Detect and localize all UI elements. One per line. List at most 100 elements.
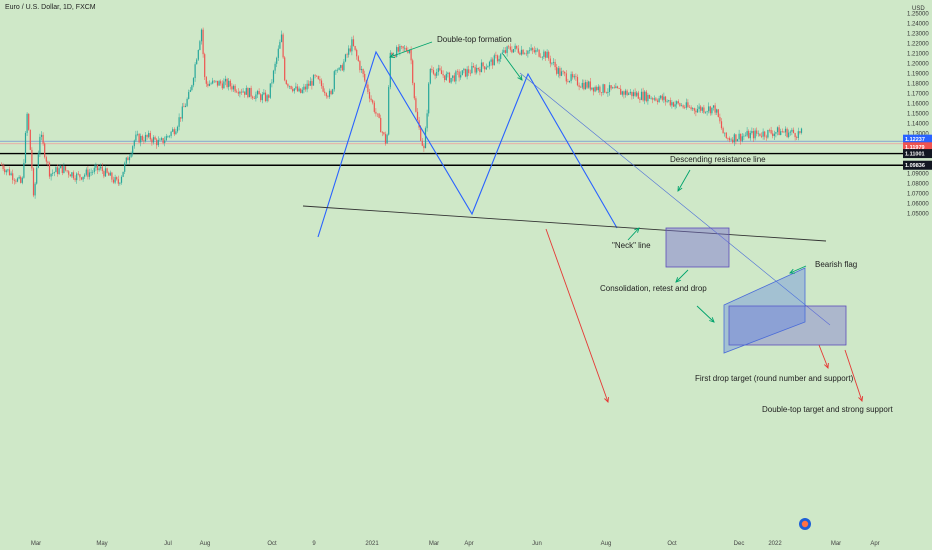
y-tick-label-11: 1.14000 xyxy=(907,122,929,128)
candle-body xyxy=(50,173,52,177)
candle-body xyxy=(85,169,87,175)
candle-body xyxy=(288,85,291,87)
candle-body xyxy=(114,177,116,183)
candle-body xyxy=(271,82,273,84)
candle-body xyxy=(517,48,519,53)
candle-body xyxy=(404,47,406,49)
candle-body xyxy=(575,76,577,78)
candle-body xyxy=(720,121,723,129)
candle-body xyxy=(605,92,607,94)
candle-body xyxy=(444,75,446,81)
arrow-consolidation-2-head xyxy=(709,317,715,323)
neck-line xyxy=(302,205,827,242)
arrow-double-top-2 xyxy=(502,53,523,81)
candle-body xyxy=(55,167,57,173)
candle-body xyxy=(300,88,302,93)
candle-body xyxy=(636,92,638,96)
candle-body xyxy=(541,56,543,58)
candle-body xyxy=(140,135,142,143)
annotation-1: Descending resistance line xyxy=(670,155,766,164)
candle-body xyxy=(21,177,23,183)
candle-body xyxy=(324,91,326,94)
candle-body xyxy=(362,69,364,74)
candle-body xyxy=(637,92,639,99)
candle-body xyxy=(533,50,535,53)
y-tick-label-15: 1.08000 xyxy=(907,182,929,188)
candle-body xyxy=(175,131,177,135)
arrow-bearish-flag xyxy=(789,265,807,274)
candle-body xyxy=(296,86,299,92)
candle-body xyxy=(704,111,707,113)
candle-body xyxy=(738,133,740,140)
candle-body xyxy=(276,57,278,64)
candle-body xyxy=(344,54,347,62)
candle-body xyxy=(95,165,97,168)
candle-body xyxy=(760,135,763,137)
candle-body xyxy=(167,136,169,137)
candle-body xyxy=(215,80,217,82)
candle-body xyxy=(596,87,598,91)
candle-body xyxy=(52,172,54,174)
candle-body xyxy=(308,83,310,86)
candle-body xyxy=(117,179,119,184)
candle-body xyxy=(485,67,487,70)
candle-body xyxy=(554,61,556,68)
x-tick-label-12: Dec xyxy=(734,541,745,547)
candle-body xyxy=(66,170,68,172)
candle-body xyxy=(794,133,796,138)
candle-body xyxy=(264,92,267,102)
candle-body xyxy=(180,117,182,119)
y-tick-label-5: 1.20000 xyxy=(907,61,929,67)
candle-body xyxy=(378,113,380,118)
candle-body xyxy=(703,107,705,113)
candle-body xyxy=(256,91,259,95)
candle-body xyxy=(15,180,17,182)
candle-body xyxy=(34,183,36,196)
candle-body xyxy=(138,133,140,143)
candle-body xyxy=(487,66,489,68)
candle-body xyxy=(544,51,547,58)
candle-body xyxy=(452,75,454,78)
price-badge-text-0: 1.12237 xyxy=(905,137,925,143)
candle-body xyxy=(546,51,548,58)
candle-body xyxy=(384,134,387,144)
candle-body xyxy=(236,91,238,93)
candle-body xyxy=(80,177,83,180)
candle-body xyxy=(597,86,599,91)
arrow-strong-support-head xyxy=(858,395,864,402)
y-tick-label-1: 1.24000 xyxy=(907,21,929,27)
candle-body xyxy=(461,70,463,76)
candle-body xyxy=(676,101,678,105)
candle-body xyxy=(565,73,567,82)
candle-body xyxy=(696,108,699,113)
y-tick-label-2: 1.23000 xyxy=(907,31,929,37)
x-tick-label-2: Jul xyxy=(164,541,172,547)
price-badge-2 xyxy=(903,149,932,159)
candle-body xyxy=(20,176,22,183)
candle-body xyxy=(525,53,527,55)
candle-body xyxy=(448,72,451,83)
y-tick-label-16: 1.07000 xyxy=(907,192,929,198)
candle-body xyxy=(458,71,460,78)
candle-body xyxy=(53,172,55,173)
candle-body xyxy=(509,46,511,50)
candle-body xyxy=(456,71,459,73)
arrow-double-top-1-head xyxy=(389,53,396,58)
candle-body xyxy=(210,83,212,85)
candle-body xyxy=(317,76,319,80)
candle-body xyxy=(394,54,396,57)
candle-body xyxy=(386,134,388,144)
candle-body xyxy=(13,179,15,181)
candle-body xyxy=(735,134,737,142)
x-tick-label-3: Aug xyxy=(200,541,211,547)
candle-body xyxy=(732,139,734,143)
candle-body xyxy=(500,54,502,59)
price-badge-0 xyxy=(903,134,932,144)
candle-body xyxy=(786,128,788,137)
candle-body xyxy=(71,172,73,177)
candle-body xyxy=(247,88,249,98)
candle-body xyxy=(668,100,670,101)
candle-body xyxy=(466,69,468,77)
price-badge-text-3: 1.09836 xyxy=(905,163,925,169)
retest-box xyxy=(728,305,847,346)
